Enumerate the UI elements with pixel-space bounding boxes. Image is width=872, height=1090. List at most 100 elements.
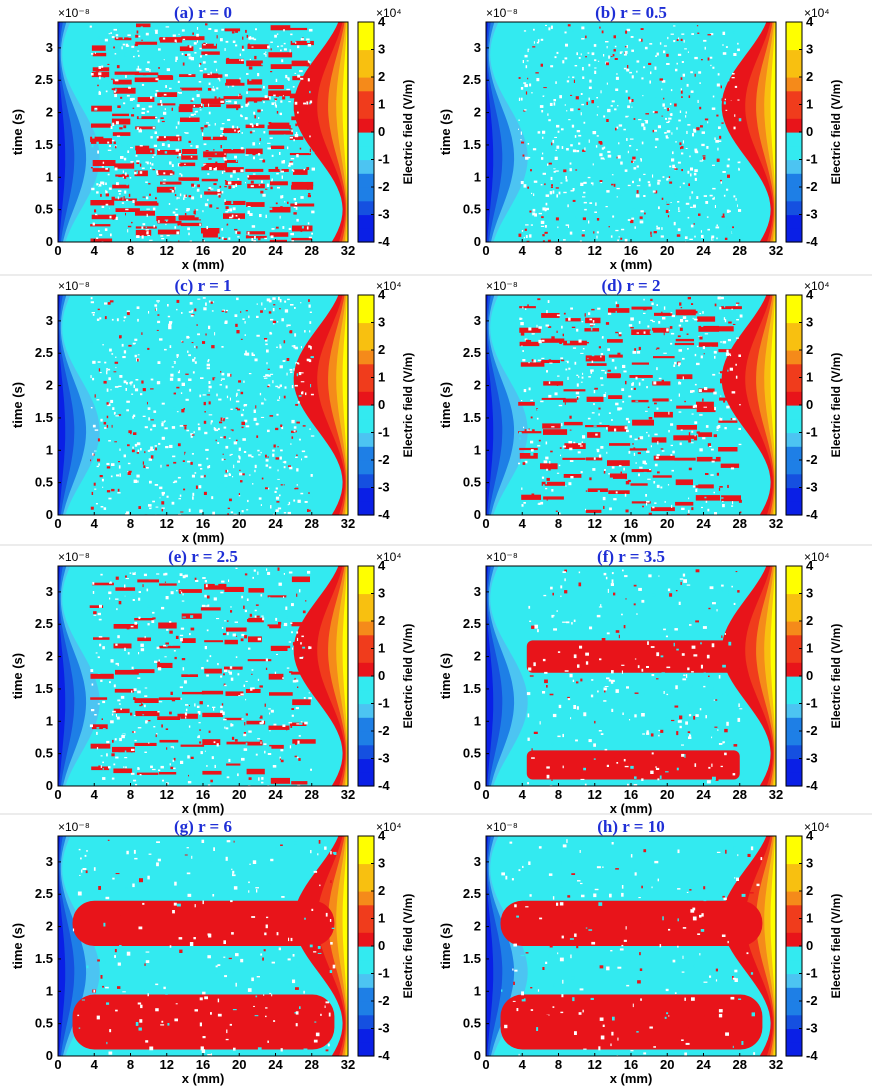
y-tick-label: 3	[46, 584, 53, 599]
colorbar-tick-label: 0	[806, 938, 813, 953]
colorbar-label: Electric field (V/m)	[401, 894, 415, 999]
y-tick-label: 2.5	[35, 886, 53, 901]
y-tick-label: 2	[474, 378, 481, 393]
y-multiplier: ×10⁻⁸	[486, 6, 518, 20]
y-tick-label: 1	[474, 713, 481, 728]
x-axis-label: x (mm)	[610, 801, 653, 816]
colorbar-multiplier: ×10⁴	[804, 6, 830, 20]
neg-zone	[58, 295, 348, 515]
x-tick-label: 24	[268, 516, 283, 531]
x-tick-label: 20	[660, 243, 674, 258]
y-tick-label: 1	[46, 169, 53, 184]
y-tick-label: 3	[46, 40, 53, 55]
y-tick-label: 0.5	[463, 1016, 481, 1031]
colorbar-tick-label: 1	[378, 97, 385, 112]
colorbar-tick-label: 4	[806, 828, 814, 843]
colorbar-multiplier: ×10⁴	[804, 279, 830, 293]
y-tick-label: 0	[474, 234, 481, 249]
x-tick-label: 12	[588, 1057, 602, 1072]
colorbar-tick-label: 1	[378, 370, 385, 385]
colorbar-tick-label: 2	[378, 883, 385, 898]
colorbar-tick-label: 0	[806, 397, 813, 412]
pos4-contour	[342, 295, 348, 515]
y-axis-label: time (s)	[438, 653, 453, 699]
colorbar-tick-label: 3	[378, 315, 385, 330]
colorbar-tick-label: 3	[806, 315, 813, 330]
field-map	[486, 566, 776, 786]
pos-block	[526, 750, 740, 780]
x-tick-label: 28	[305, 1057, 319, 1072]
x-tick-label: 32	[769, 1057, 783, 1072]
colorbar-tick-label: 2	[806, 69, 813, 84]
y-tick-label: 2.5	[463, 72, 481, 87]
x-tick-label: 28	[733, 516, 747, 531]
x-tick-label: 4	[519, 787, 527, 802]
neg4-contour	[486, 22, 494, 242]
x-tick-label: 4	[519, 516, 527, 531]
colorbar-tick-label: -1	[806, 425, 818, 440]
colorbar-tick-label: -1	[806, 696, 818, 711]
y-tick-label: 2	[474, 105, 481, 120]
colorbar-tick-label: 1	[806, 911, 813, 926]
colorbar-tick-label: -1	[806, 152, 818, 167]
neg4-contour	[486, 836, 494, 1056]
field-map	[58, 836, 348, 1056]
x-tick-label: 20	[660, 1057, 674, 1072]
x-tick-label: 8	[555, 787, 562, 802]
colorbar-tick-label: -3	[378, 751, 390, 766]
x-tick-label: 16	[624, 787, 638, 802]
y-multiplier: ×10⁻⁸	[486, 820, 518, 834]
colorbar-label: Electric field (V/m)	[401, 80, 415, 185]
pos4-contour	[770, 295, 776, 515]
neg4-contour	[58, 295, 66, 515]
x-tick-label: 24	[268, 1057, 283, 1072]
colorbar-tick-label: 4	[378, 14, 386, 29]
x-tick-label: 0	[54, 516, 61, 531]
x-tick-label: 8	[127, 787, 134, 802]
colorbar-tick-label: -4	[806, 234, 818, 249]
colorbar-multiplier: ×10⁴	[376, 820, 402, 834]
colorbar-tick-label: 0	[378, 668, 385, 683]
x-tick-label: 0	[482, 787, 489, 802]
colorbar-tick-label: 4	[806, 287, 814, 302]
y-tick-label: 1.5	[35, 410, 53, 425]
colorbar-tick-label: 4	[806, 558, 814, 573]
y-tick-label: 0.5	[463, 746, 481, 761]
colorbar-tick-label: -3	[806, 751, 818, 766]
colorbar-tick-label: 4	[806, 14, 814, 29]
colorbar-tick-label: 1	[806, 641, 813, 656]
colorbar-multiplier: ×10⁴	[376, 279, 402, 293]
colorbar: -4 -3 -2 -1 0 1 2 3 4×10⁴ Electric field (V/m)	[785, 820, 843, 1063]
x-tick-label: 16	[624, 243, 638, 258]
x-axis-label: x (mm)	[182, 801, 225, 816]
colorbar-tick-label: -3	[806, 1021, 818, 1036]
colorbar-tick-label: 4	[378, 558, 386, 573]
x-axis-label: x (mm)	[182, 530, 225, 545]
panel-d: (d) r = 2×10⁻⁸0 4 8 12 16 20 24 28 32x (mm)00.51…	[438, 276, 843, 545]
y-tick-label: 1.5	[35, 951, 53, 966]
x-tick-label: 12	[160, 516, 174, 531]
x-tick-label: 32	[769, 516, 783, 531]
y-axis-label: time (s)	[438, 923, 453, 969]
y-tick-label: 2.5	[463, 345, 481, 360]
y-tick-label: 3	[46, 313, 53, 328]
x-tick-label: 20	[660, 787, 674, 802]
field-map	[58, 22, 348, 242]
neg4-contour	[486, 566, 494, 786]
y-tick-label: 2	[46, 919, 53, 934]
x-tick-label: 8	[555, 1057, 562, 1072]
y-tick-label: 0	[474, 778, 481, 793]
colorbar-tick-label: -3	[806, 207, 818, 222]
y-tick-label: 0.5	[463, 202, 481, 217]
y-axis-label: time (s)	[10, 109, 25, 155]
panel-title: (c) r = 1	[174, 276, 231, 295]
colorbar: -4 -3 -2 -1 0 1 2 3 4×10⁴ Electric field (V/m)	[785, 550, 843, 793]
x-tick-label: 12	[588, 243, 602, 258]
field-map	[486, 295, 776, 515]
turbulent-region	[517, 23, 742, 242]
x-tick-label: 24	[696, 243, 711, 258]
neg4-contour	[58, 22, 66, 242]
x-tick-label: 0	[482, 243, 489, 258]
pos4-contour	[770, 836, 776, 1056]
